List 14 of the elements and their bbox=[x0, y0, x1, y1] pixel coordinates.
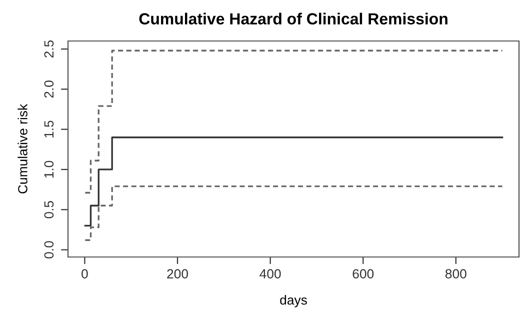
chart-title: Cumulative Hazard of Clinical Remission bbox=[139, 12, 448, 24]
y-tick-label: 2.5 bbox=[44, 40, 54, 58]
x-tick-label: 800 bbox=[445, 269, 466, 278]
y-tick-label: 0.5 bbox=[44, 201, 54, 218]
y-tick-label: 1.0 bbox=[44, 160, 54, 178]
y-tick-label: 2.0 bbox=[44, 80, 54, 98]
x-tick-label: 600 bbox=[352, 269, 374, 278]
y-tick-label: 0.0 bbox=[44, 241, 54, 258]
x-tick-label: 200 bbox=[167, 269, 188, 278]
x-tick-label: 0 bbox=[82, 269, 88, 278]
y-tick-label: 1.5 bbox=[44, 120, 54, 138]
x-axis-title: days bbox=[280, 294, 307, 308]
x-tick-label: 400 bbox=[260, 269, 281, 278]
y-axis-title: Cumulative risk bbox=[18, 104, 28, 194]
